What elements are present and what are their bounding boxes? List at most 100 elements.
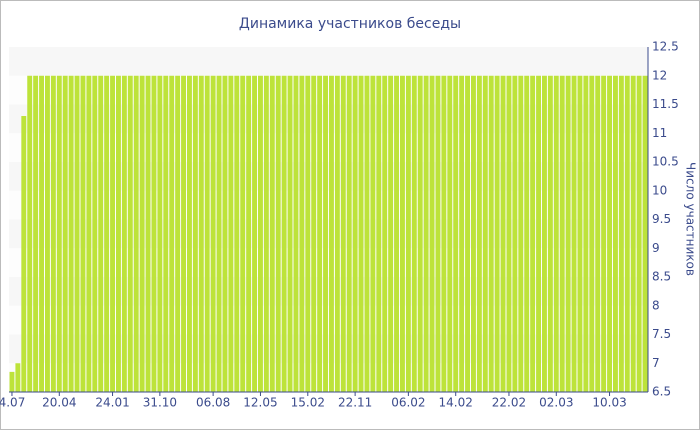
bar [275,75,281,392]
y-tick-label: 10 [652,183,667,197]
x-tick-label: 14.02 [439,396,473,410]
y-tick-label: 7.5 [652,327,671,341]
bar [27,75,33,392]
bar [181,75,186,392]
bar [80,75,86,392]
bar [151,75,157,392]
bar [86,75,92,392]
bar [258,75,263,392]
bar [595,75,601,392]
y-tick-label: 9.5 [652,212,671,226]
x-tick-label: 06.08 [196,396,230,410]
grid-band [9,219,648,249]
x-tick-label: 10.03 [592,396,626,410]
bar [394,75,399,392]
x-tick-label: 22.02 [492,396,526,410]
bar [21,116,27,392]
bar [352,75,358,392]
bar [559,75,565,392]
bar [624,75,630,392]
y-tick-label: 9 [652,241,660,255]
bar [618,75,624,392]
bar [110,75,115,392]
chart-title: Динамика участников беседы [239,16,461,32]
bar [518,75,524,392]
bar [571,75,577,392]
bar [104,75,110,392]
bar [121,75,127,392]
bar [530,75,536,392]
bar [358,75,364,392]
bar [500,75,506,392]
x-tick-label: 02.03 [539,396,573,410]
bar [453,75,459,392]
y-tick-label: 11.5 [652,97,679,111]
x-tick-label: 06.02 [391,396,425,410]
bar [482,75,488,392]
x-tick-label: 31.10 [143,396,177,410]
bar [293,75,299,392]
bar [329,75,334,392]
bar [252,75,257,392]
y-tick-label: 11 [652,126,667,140]
bar [228,75,234,392]
bar [642,75,648,392]
bar [139,75,145,392]
bar [68,75,74,392]
bar [589,75,595,392]
bar [92,75,98,392]
bar [583,75,589,392]
bar [364,75,370,392]
bar [488,75,494,392]
bar [175,75,181,392]
bar [506,75,512,392]
y-tick-label: 12.5 [652,40,679,54]
y-axis-label: Число участников [684,162,698,276]
bar [56,75,62,392]
bar [240,75,246,392]
y-tick-label: 12 [652,68,667,82]
bar [400,75,405,392]
bar [263,75,269,392]
bar [447,75,453,392]
bar [370,75,376,392]
bar [50,75,56,392]
x-tick-label: 24.01 [95,396,129,410]
bar [317,75,323,392]
bar [340,75,346,392]
bar [613,75,618,392]
bar [198,75,204,392]
grid-band [9,190,648,220]
bar [281,75,287,392]
bar [210,75,216,392]
bar [98,75,104,392]
bar [536,75,541,392]
bar [299,75,305,392]
bar [553,75,559,392]
grid-band [9,248,648,277]
grid-band [9,334,648,364]
grid-band [9,104,648,134]
bar [636,75,642,392]
bar [405,75,411,392]
bar [417,75,423,392]
bar [157,75,163,392]
bar [192,75,198,392]
bar [547,75,553,392]
bar [512,75,518,392]
bar [423,75,429,392]
y-tick-label: 8.5 [652,270,671,284]
bar [39,75,44,392]
grid-band [9,277,648,306]
grid-band [9,47,648,76]
bar [133,75,139,392]
bar [334,75,340,392]
grid-band [9,133,648,162]
bar [234,75,240,392]
bar [9,371,15,392]
grid-band [9,305,648,335]
bar [441,75,447,392]
bar [494,75,500,392]
grid-band [9,75,648,105]
